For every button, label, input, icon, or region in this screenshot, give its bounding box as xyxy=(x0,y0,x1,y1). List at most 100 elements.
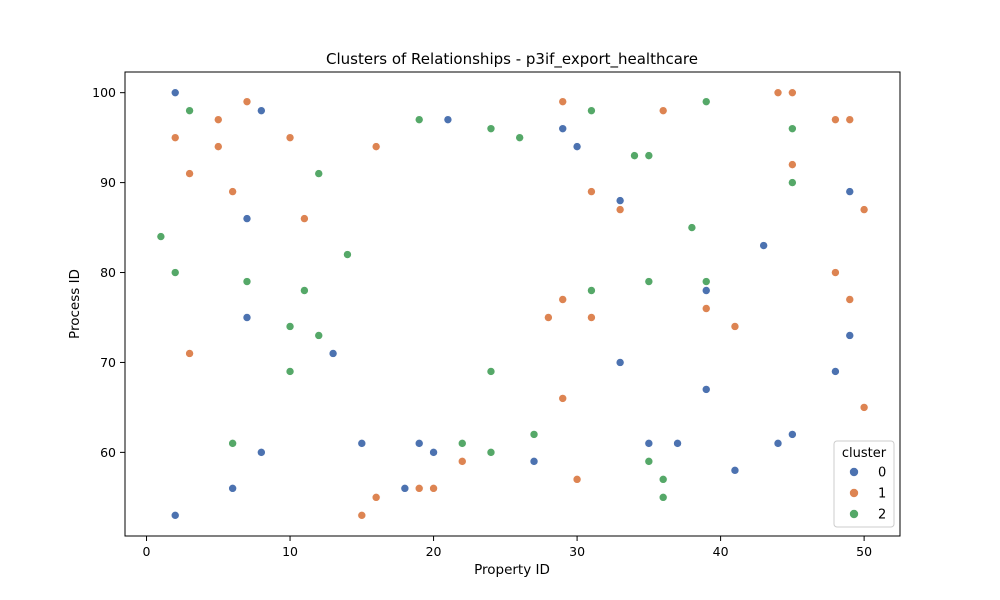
data-point xyxy=(860,403,868,411)
legend-label: 1 xyxy=(878,487,886,502)
data-point xyxy=(702,304,710,312)
data-point xyxy=(645,457,653,465)
data-point xyxy=(630,152,638,160)
data-point xyxy=(300,287,308,295)
y-tick-label: 80 xyxy=(100,265,116,280)
data-point xyxy=(587,313,595,321)
data-point xyxy=(559,394,567,402)
data-point xyxy=(788,89,796,97)
data-point xyxy=(315,331,323,339)
data-point xyxy=(286,134,294,142)
chart-title: Clusters of Relationships - p3if_export_… xyxy=(326,50,698,69)
y-tick-label: 90 xyxy=(100,175,116,190)
data-point xyxy=(487,125,495,133)
data-point xyxy=(731,322,739,330)
data-point xyxy=(831,116,839,124)
legend-label: 2 xyxy=(878,508,886,523)
data-point xyxy=(831,269,839,277)
data-point xyxy=(587,107,595,115)
x-axis-label: Property ID xyxy=(474,562,550,578)
data-point xyxy=(286,367,294,375)
legend: cluster 0 1 2 xyxy=(834,441,894,527)
data-point xyxy=(846,188,854,196)
data-point xyxy=(774,89,782,97)
data-point xyxy=(444,116,452,124)
x-tick-label: 40 xyxy=(713,544,729,559)
x-tick-label: 20 xyxy=(426,544,442,559)
data-point xyxy=(300,215,308,223)
data-point xyxy=(544,313,552,321)
y-tick-label: 100 xyxy=(92,85,116,100)
data-point xyxy=(788,179,796,187)
data-point xyxy=(171,134,179,142)
data-point xyxy=(257,107,265,115)
data-point xyxy=(731,466,739,474)
data-point xyxy=(186,107,194,115)
data-point xyxy=(846,296,854,304)
y-axis-label: Process ID xyxy=(67,269,83,339)
data-point xyxy=(415,439,423,447)
data-point xyxy=(516,134,524,142)
data-point xyxy=(186,170,194,178)
data-point xyxy=(186,349,194,357)
data-point xyxy=(702,287,710,295)
data-point xyxy=(257,448,265,456)
data-point xyxy=(243,278,251,286)
data-point xyxy=(702,385,710,393)
data-point xyxy=(559,125,567,133)
data-point xyxy=(659,475,667,483)
data-point xyxy=(286,322,294,330)
data-point xyxy=(214,143,222,151)
data-point xyxy=(616,197,624,205)
data-point xyxy=(645,439,653,447)
data-point xyxy=(343,251,351,259)
data-point xyxy=(674,439,682,447)
data-point xyxy=(788,125,796,133)
data-point xyxy=(415,116,423,124)
data-point xyxy=(458,457,466,465)
data-point xyxy=(702,98,710,106)
data-point xyxy=(788,161,796,169)
data-point xyxy=(243,215,251,223)
data-point xyxy=(587,188,595,196)
x-tick-label: 0 xyxy=(143,544,151,559)
data-point xyxy=(846,116,854,124)
data-point xyxy=(315,170,323,178)
data-point xyxy=(358,439,366,447)
legend-title: cluster xyxy=(842,446,887,461)
data-point xyxy=(774,439,782,447)
data-point xyxy=(831,367,839,375)
data-point xyxy=(616,358,624,366)
data-point xyxy=(645,152,653,160)
data-point xyxy=(229,188,237,196)
x-tick-label: 30 xyxy=(569,544,585,559)
data-point xyxy=(645,278,653,286)
data-point xyxy=(415,484,423,492)
data-point xyxy=(458,439,466,447)
data-point xyxy=(659,493,667,501)
data-point xyxy=(846,331,854,339)
data-point xyxy=(401,484,409,492)
data-point xyxy=(171,89,179,97)
data-point xyxy=(688,224,696,232)
data-point xyxy=(171,269,179,277)
data-point xyxy=(587,287,595,295)
data-point xyxy=(559,296,567,304)
legend-marker xyxy=(850,468,859,477)
y-tick-label: 70 xyxy=(100,355,116,370)
data-point xyxy=(487,448,495,456)
legend-label: 0 xyxy=(878,466,886,481)
data-point xyxy=(229,439,237,447)
data-point xyxy=(157,233,165,241)
data-point xyxy=(329,349,337,357)
data-point xyxy=(372,143,380,151)
data-point xyxy=(860,206,868,214)
data-point xyxy=(573,475,581,483)
data-point xyxy=(372,493,380,501)
data-point xyxy=(530,430,538,438)
data-point xyxy=(760,242,768,250)
data-point xyxy=(430,448,438,456)
data-point xyxy=(358,511,366,519)
data-point xyxy=(788,430,796,438)
